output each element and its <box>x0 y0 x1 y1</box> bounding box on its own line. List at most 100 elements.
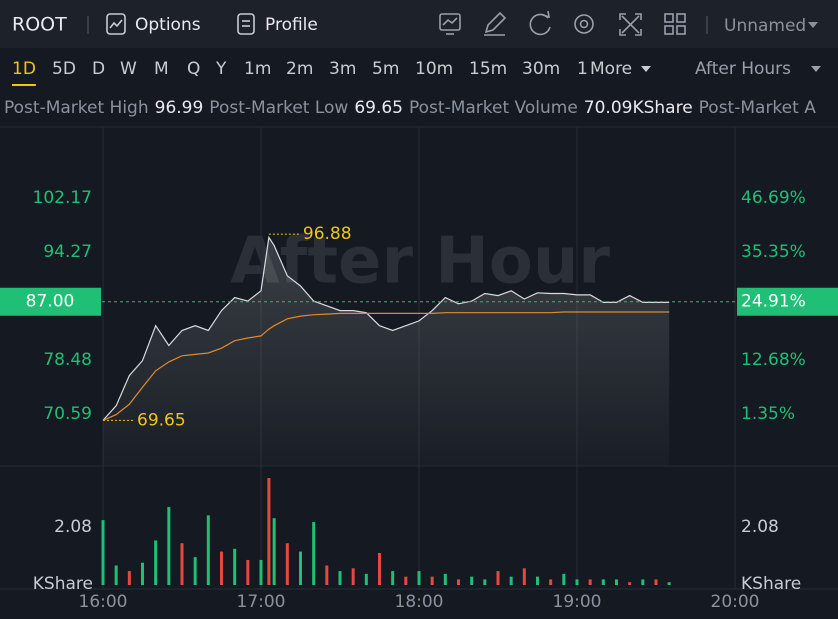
volume-bar <box>267 478 271 585</box>
x-tick-label: 16:00 <box>79 592 128 612</box>
volume-bar <box>496 571 500 585</box>
volume-bar <box>364 573 368 585</box>
stats-row: Post-Market High 96.99 Post-Market Low 69.6… <box>4 98 816 118</box>
period-button[interactable]: Y <box>215 59 227 79</box>
period-bar: 1D 5D D W M Q Y 1m 2m 3m 5m 10m 15m 30m 1 More <box>12 59 632 86</box>
period-button[interactable]: 15m <box>469 59 507 79</box>
y2-tick-label: 35.35% <box>741 242 806 262</box>
annotation-label: 96.88 <box>303 224 352 244</box>
volume-bar <box>338 571 342 585</box>
volume-bar <box>272 518 276 585</box>
volume-bar <box>378 552 381 585</box>
x-tick-label: 19:00 <box>553 592 602 612</box>
draw-icon[interactable] <box>484 11 507 36</box>
volume-bar <box>285 543 289 585</box>
period-button[interactable]: W <box>120 59 137 79</box>
period-button[interactable]: 30m <box>522 59 560 79</box>
y2-tick-label: 46.69% <box>741 188 806 208</box>
y-tick-label: 78.48 <box>43 350 92 370</box>
volume-bar <box>601 579 605 585</box>
volume-bar <box>114 565 118 585</box>
period-button[interactable]: 3m <box>329 59 356 79</box>
period-button[interactable]: More <box>590 59 632 79</box>
current-price-label: 87.00 <box>26 292 75 312</box>
y-tick-label: 94.27 <box>43 242 92 262</box>
volume-bar <box>457 579 460 585</box>
volume-bar <box>299 551 302 585</box>
stat-label: Post-Market A <box>699 98 817 118</box>
volume-bar <box>562 573 566 585</box>
symbol[interactable]: ROOT <box>12 14 67 36</box>
volume-bar <box>180 543 184 585</box>
volume-bar <box>351 568 355 585</box>
volume-unit: KShare <box>33 574 93 594</box>
volume-bar <box>654 579 658 585</box>
volume-bar <box>404 576 408 585</box>
active-underline <box>12 84 36 86</box>
period-button[interactable]: 5m <box>372 59 399 79</box>
volume-unit: KShare <box>741 574 801 594</box>
period-button[interactable]: D <box>92 59 105 79</box>
volume-bar <box>167 507 171 585</box>
dropdown-caret[interactable] <box>641 66 651 72</box>
annotation-label: 69.65 <box>137 410 186 430</box>
volume-bar <box>220 551 223 585</box>
options-icon[interactable] <box>106 13 126 35</box>
volume-bar <box>233 548 237 585</box>
period-button[interactable]: 1 <box>577 59 588 79</box>
price-area <box>103 237 670 465</box>
options-button[interactable]: Options <box>135 15 201 35</box>
volume-bar <box>641 579 645 585</box>
current-price-box <box>0 287 101 316</box>
refresh-icon[interactable] <box>529 10 551 36</box>
volume-bar <box>536 576 539 585</box>
dropdown-caret[interactable] <box>808 22 818 28</box>
toolbar <box>0 0 838 48</box>
current-change-box <box>737 287 838 316</box>
volume-bar <box>628 582 632 585</box>
fullscreen-icon[interactable] <box>619 13 642 36</box>
period-button[interactable]: 10m <box>415 59 453 79</box>
volume-tick-label: 2.08 <box>741 517 779 537</box>
volume-bar <box>193 557 197 585</box>
price-line <box>102 235 670 421</box>
current-change-label: 24.91% <box>741 292 806 312</box>
volume-bar <box>141 562 144 585</box>
profile-button[interactable]: Profile <box>265 15 318 35</box>
session-select[interactable]: After Hours <box>695 59 791 79</box>
volume-bar <box>325 565 329 585</box>
average-line <box>102 311 670 421</box>
period-button[interactable]: 1D <box>12 59 36 79</box>
indicator-icon[interactable] <box>439 13 461 35</box>
period-button[interactable]: Q <box>187 59 200 79</box>
period-button[interactable]: 1m <box>244 59 271 79</box>
y2-tick-label: 1.35% <box>741 404 795 424</box>
volume-bar <box>206 515 210 585</box>
period-button[interactable]: M <box>154 59 169 79</box>
layout-name[interactable]: Unnamed <box>724 16 806 36</box>
y2-tick-label: 12.68% <box>741 350 806 370</box>
volume-bar <box>259 559 263 585</box>
volume-bar <box>667 582 671 585</box>
volume-bar <box>127 571 131 585</box>
stat-label: Post-Market High <box>4 98 149 118</box>
volume-bar <box>391 571 395 585</box>
volume-bar <box>417 571 421 585</box>
volume-bar <box>101 520 105 585</box>
period-button[interactable]: 5D <box>52 59 76 79</box>
settings-icon[interactable] <box>574 14 594 34</box>
period-button[interactable]: 2m <box>286 59 313 79</box>
y-tick-label: 70.59 <box>43 404 92 424</box>
stat-value: 70.09KShare <box>584 98 693 118</box>
volume-bar <box>154 540 158 585</box>
x-tick-label: 20:00 <box>711 592 760 612</box>
volume-tick-label: 2.08 <box>54 517 92 537</box>
volume-bar <box>588 579 592 585</box>
volume-bar <box>522 568 526 585</box>
volume-bar <box>312 522 316 585</box>
dropdown-caret[interactable] <box>811 66 821 72</box>
layout-icon[interactable] <box>664 13 686 35</box>
profile-icon[interactable] <box>237 13 255 35</box>
